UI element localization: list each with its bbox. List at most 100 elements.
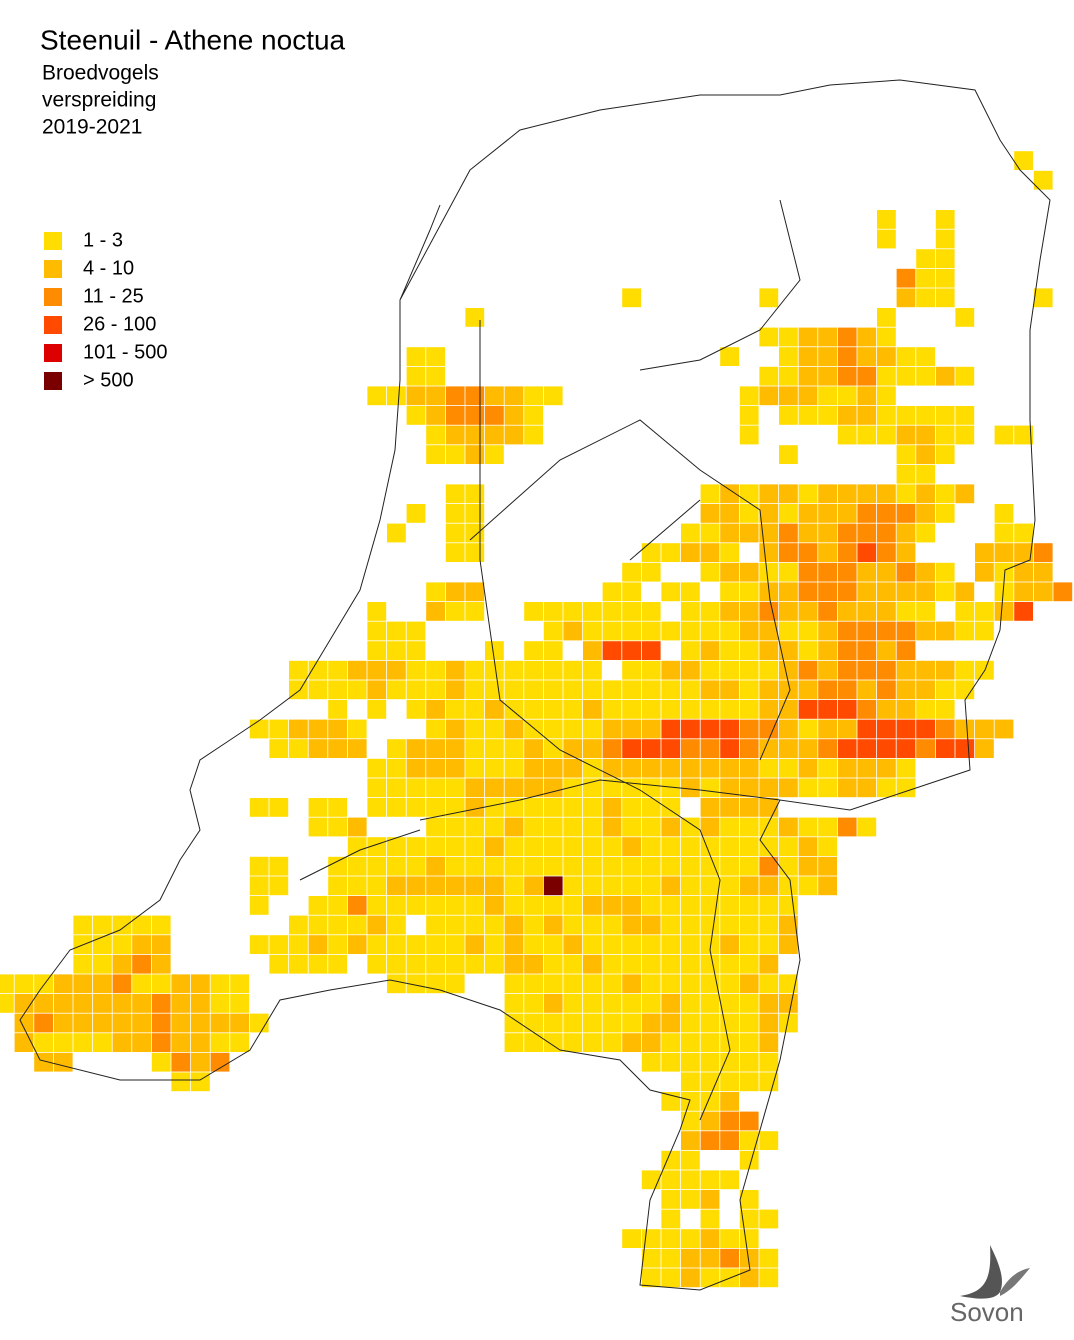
grid-cell (857, 582, 877, 602)
grid-cell (387, 915, 406, 935)
grid-cell (347, 856, 367, 876)
grid-cell (975, 562, 994, 582)
grid-cell (465, 582, 485, 602)
grid-cell (700, 778, 720, 798)
grid-cell (543, 896, 563, 915)
grid-cell (445, 680, 465, 700)
grid-cell (798, 837, 818, 856)
grid-cell (779, 974, 798, 994)
grid-cell (269, 876, 289, 896)
grid-cell (661, 621, 681, 641)
grid-cell (681, 719, 700, 739)
grid-cell (700, 1170, 720, 1190)
grid-cell (759, 817, 779, 837)
grid-cell (681, 974, 700, 994)
grid-cell (269, 798, 289, 817)
grid-cell (661, 700, 681, 719)
grid-cell (93, 1013, 112, 1033)
grid-cell (445, 935, 465, 954)
inner-lines (299, 199, 801, 1121)
grid-cell (759, 974, 779, 994)
grid-cell (132, 994, 151, 1013)
grid-cell (896, 523, 916, 543)
grid-cell (720, 1033, 739, 1052)
subtitle: Broedvogels (42, 62, 159, 85)
grid-cell (112, 1013, 132, 1033)
grid-cell (289, 719, 308, 739)
grid-cell (759, 1033, 779, 1052)
legend-label: 4 - 10 (83, 257, 134, 279)
grid-cell (798, 523, 818, 543)
grid-cell (896, 543, 916, 562)
grid-cell (700, 641, 720, 660)
grid-cell (720, 582, 739, 602)
grid-cell (387, 523, 406, 543)
grid-cell (367, 915, 387, 935)
grid-cell (308, 954, 328, 974)
grid-cell (779, 896, 798, 915)
grid-cell (602, 700, 622, 719)
grid-cell (151, 1033, 171, 1052)
grid-cell (465, 700, 485, 719)
grid-cell (759, 896, 779, 915)
grid-cell (935, 739, 955, 758)
grid-cell (641, 856, 661, 876)
grid-cell (877, 641, 896, 660)
grid-cell (641, 543, 661, 562)
grid-cell (975, 621, 994, 641)
grid-cell (347, 719, 367, 739)
grid-cell (583, 602, 602, 621)
grid-cell (406, 739, 426, 758)
grid-cell (661, 582, 681, 602)
grid-cell (34, 994, 53, 1013)
grid-cell (916, 445, 935, 464)
grid-cell (739, 876, 759, 896)
grid-cell (406, 504, 426, 523)
grid-cell (445, 386, 465, 406)
grid-cell (328, 719, 347, 739)
grid-cell (367, 876, 387, 896)
grid-cell (641, 1170, 661, 1190)
grid-cell (681, 817, 700, 837)
grid-cell (583, 1013, 602, 1033)
grid-cell (445, 660, 465, 680)
grid-cell (465, 876, 485, 896)
grid-cell (916, 425, 935, 445)
grid-cell (720, 915, 739, 935)
grid-cell (543, 680, 563, 700)
grid-cell (739, 680, 759, 700)
grid-cell (445, 758, 465, 778)
grid-cell (347, 660, 367, 680)
grid-cell (935, 425, 955, 445)
grid-cell (504, 935, 524, 954)
grid-cell (171, 994, 191, 1013)
grid-cell (583, 778, 602, 798)
grid-cell (406, 935, 426, 954)
grid-cell (53, 994, 73, 1013)
grid-cell (837, 582, 857, 602)
grid-cell (935, 406, 955, 425)
grid-cell (445, 425, 465, 445)
grid-cell (367, 856, 387, 876)
grid-cell (485, 837, 504, 856)
grid-cell (504, 719, 524, 739)
grid-cell (720, 1052, 739, 1072)
grid-cell (543, 915, 563, 935)
grid-cell (73, 994, 93, 1013)
grid-cell (877, 739, 896, 758)
grid-cell (367, 954, 387, 974)
grid-cell (524, 837, 543, 856)
grid-cell (191, 974, 210, 994)
grid-cell (1033, 288, 1053, 308)
grid-cell (739, 602, 759, 621)
grid-cell (681, 1111, 700, 1131)
grid-cell (759, 562, 779, 582)
grid-cell (700, 758, 720, 778)
grid-cell (191, 1033, 210, 1052)
grid-cell (896, 288, 916, 308)
grid-cell (543, 856, 563, 876)
grid-cell (622, 896, 641, 915)
grid-cell (877, 425, 896, 445)
grid-cell (739, 1209, 759, 1229)
grid-cell (798, 347, 818, 366)
